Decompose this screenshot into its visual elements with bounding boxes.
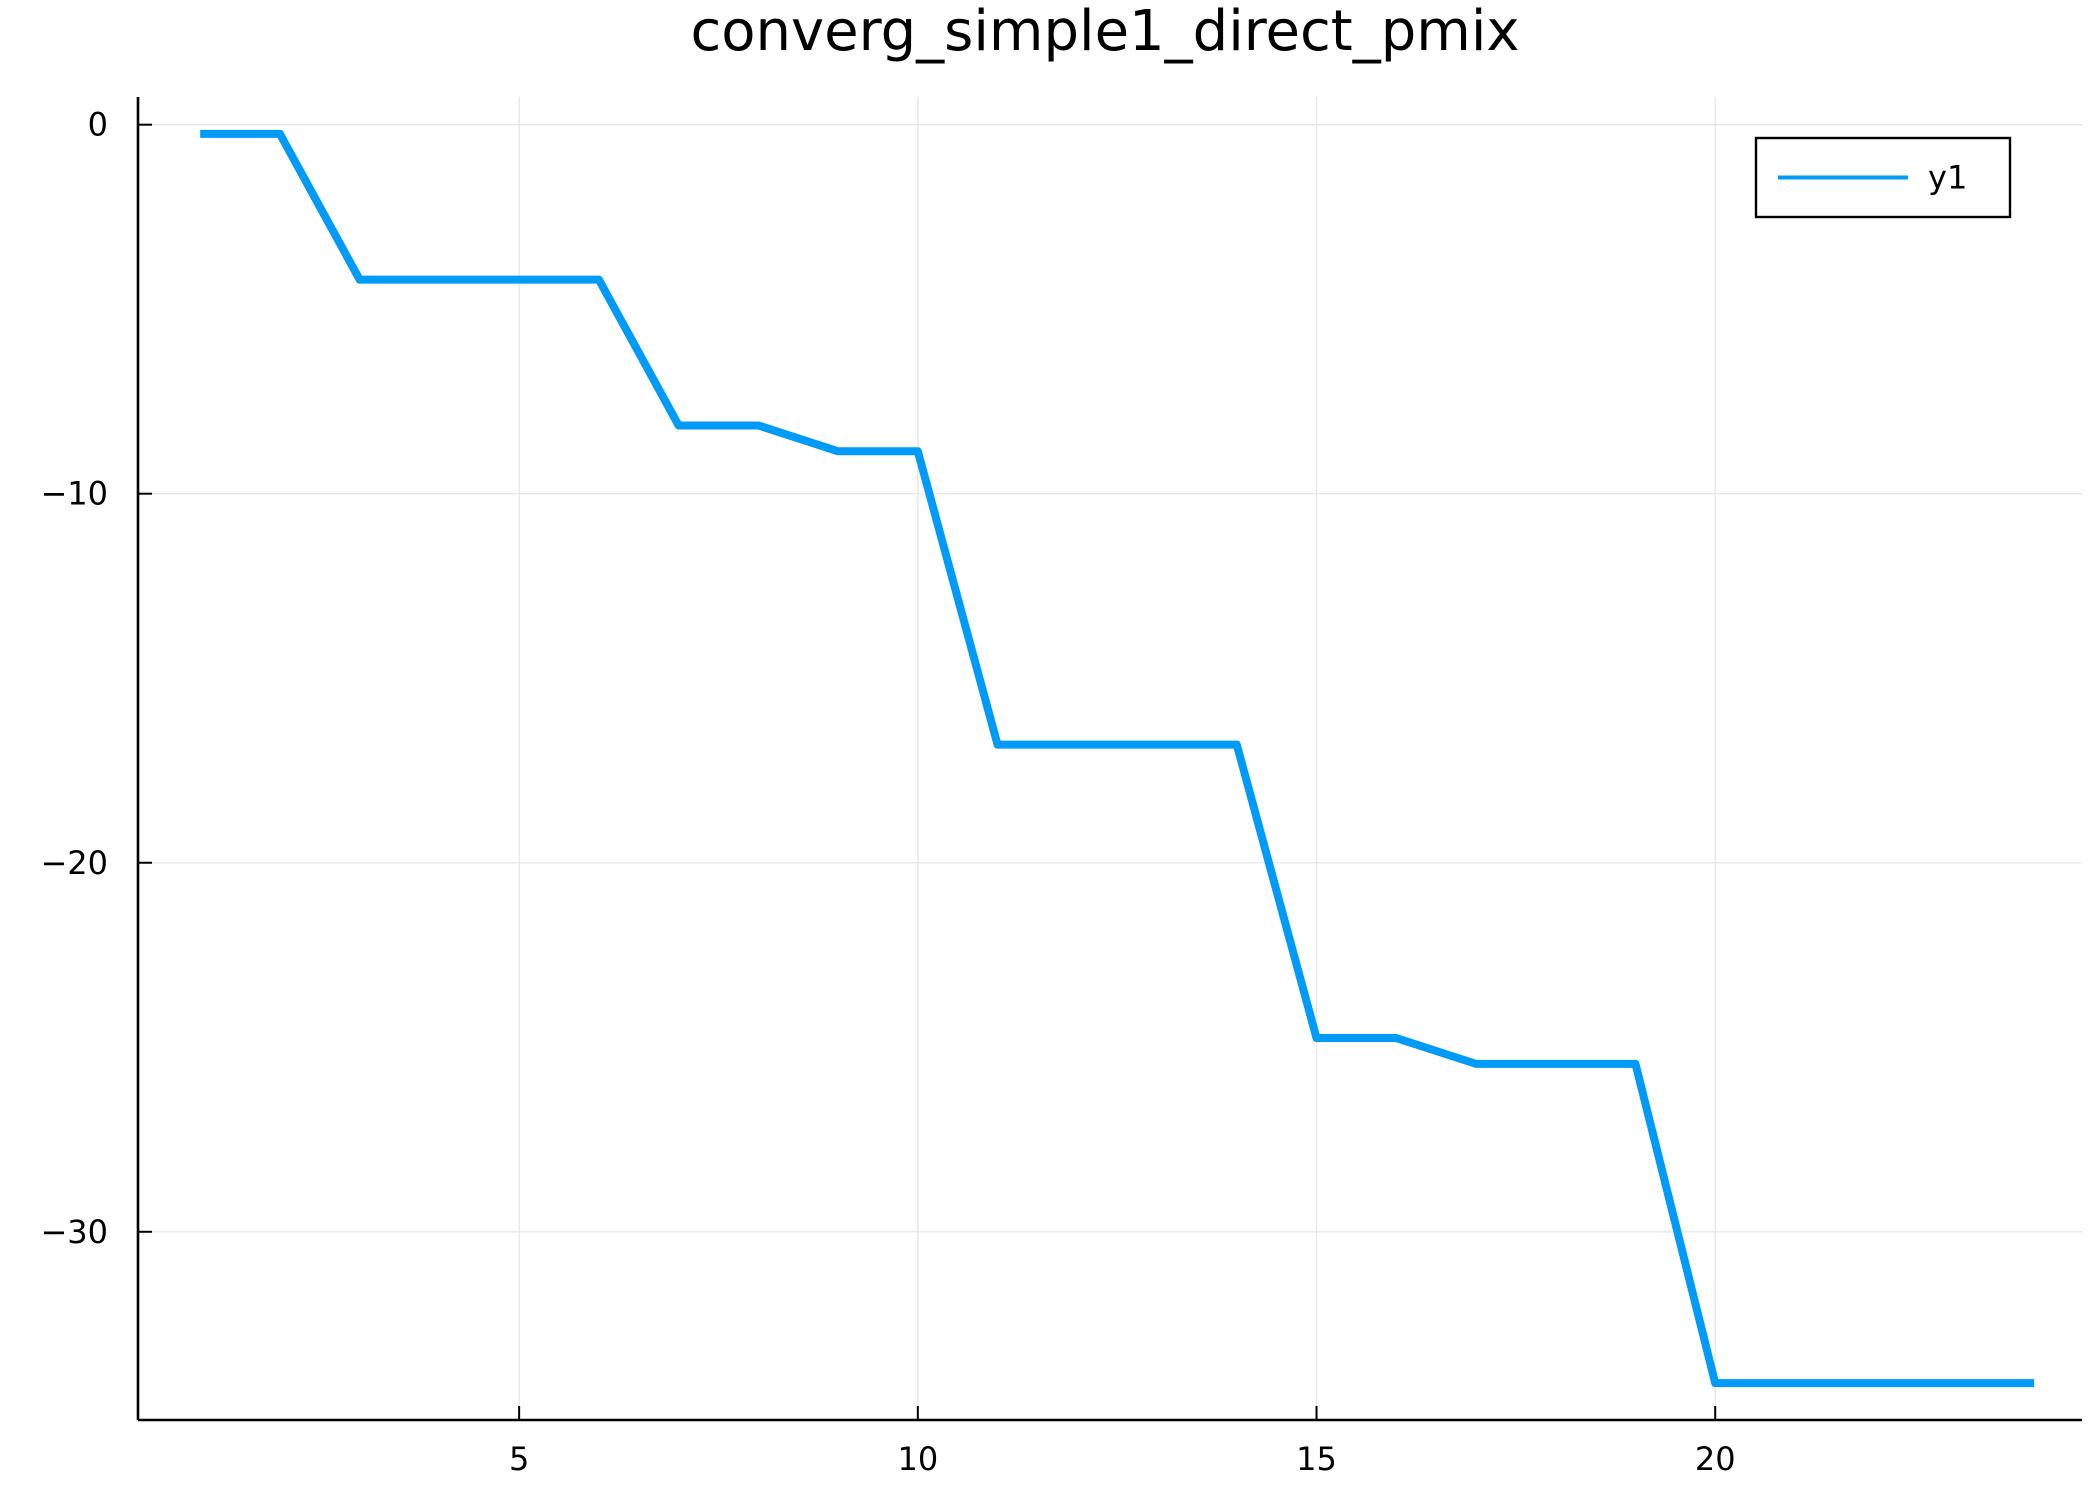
- y-tick-label: 0: [88, 106, 108, 144]
- x-tick-label: 20: [1695, 1440, 1736, 1478]
- grid: [138, 97, 2082, 1420]
- x-tick-label: 5: [509, 1440, 529, 1478]
- y-tick-label: −20: [40, 844, 108, 882]
- x-tick-label: 10: [897, 1440, 938, 1478]
- series-lines: [200, 129, 2035, 1388]
- series-line-y1: [200, 129, 2035, 1388]
- axes: [136, 97, 2082, 1422]
- legend-label: y1: [1928, 159, 1967, 197]
- y-tick-label: −30: [40, 1213, 108, 1251]
- y-tick-label: −10: [40, 475, 108, 513]
- chart-title: converg_simple1_direct_pmix: [690, 0, 1519, 64]
- legend: y1: [1754, 136, 2012, 219]
- tick-labels: 5 10 15 20 0 −10 −20 −30: [40, 106, 1735, 1478]
- x-tick-label: 15: [1296, 1440, 1337, 1478]
